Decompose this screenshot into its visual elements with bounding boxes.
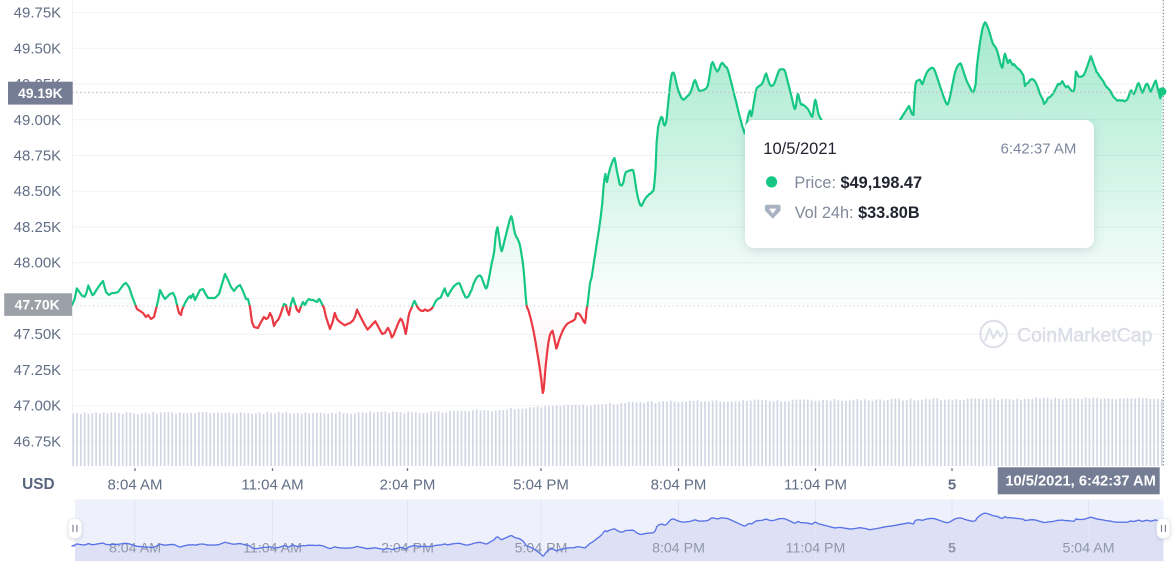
svg-text:2:04 PM: 2:04 PM bbox=[380, 477, 436, 494]
svg-text:47.50K: 47.50K bbox=[14, 326, 62, 343]
svg-text:8:04 PM: 8:04 PM bbox=[652, 541, 705, 557]
svg-text:5: 5 bbox=[948, 541, 956, 557]
svg-text:47.25K: 47.25K bbox=[14, 362, 62, 379]
svg-text:47.00K: 47.00K bbox=[14, 398, 62, 415]
svg-text:47.70K: 47.70K bbox=[15, 297, 60, 313]
svg-text:6:42:37 AM: 6:42:37 AM bbox=[1001, 140, 1077, 157]
svg-text:Vol 24h: $33.80B: Vol 24h: $33.80B bbox=[795, 204, 920, 222]
svg-text:10/5/2021, 6:42:37 AM: 10/5/2021, 6:42:37 AM bbox=[1005, 474, 1156, 490]
svg-text:49.19K: 49.19K bbox=[18, 86, 63, 101]
svg-text:10/5/2021: 10/5/2021 bbox=[763, 140, 836, 158]
svg-text:11:04 AM: 11:04 AM bbox=[241, 477, 303, 494]
svg-text:USD: USD bbox=[22, 476, 55, 493]
svg-text:11:04 AM: 11:04 AM bbox=[243, 541, 302, 557]
svg-text:48.25K: 48.25K bbox=[14, 219, 62, 236]
svg-text:CoinMarketCap: CoinMarketCap bbox=[1017, 324, 1153, 346]
svg-text:48.50K: 48.50K bbox=[14, 183, 62, 200]
svg-text:46.75K: 46.75K bbox=[14, 433, 62, 450]
svg-text:5: 5 bbox=[948, 477, 956, 494]
svg-text:49.00K: 49.00K bbox=[14, 112, 62, 129]
svg-text:48.75K: 48.75K bbox=[14, 148, 62, 165]
svg-text:5:04 AM: 5:04 AM bbox=[1062, 541, 1114, 557]
svg-text:48.00K: 48.00K bbox=[14, 255, 62, 272]
svg-text:49.75K: 49.75K bbox=[14, 5, 62, 22]
svg-text:11:04 PM: 11:04 PM bbox=[784, 477, 847, 494]
svg-text:8:04 PM: 8:04 PM bbox=[651, 477, 707, 494]
svg-text:8:04 AM: 8:04 AM bbox=[109, 541, 161, 557]
svg-text:49.50K: 49.50K bbox=[14, 40, 62, 57]
svg-text:5:04 PM: 5:04 PM bbox=[515, 541, 568, 557]
svg-text:8:04 AM: 8:04 AM bbox=[107, 477, 162, 494]
svg-text:5:04 PM: 5:04 PM bbox=[513, 477, 569, 494]
svg-text:Price: $49,198.47: Price: $49,198.47 bbox=[794, 174, 922, 192]
svg-text:11:04 PM: 11:04 PM bbox=[786, 541, 846, 557]
